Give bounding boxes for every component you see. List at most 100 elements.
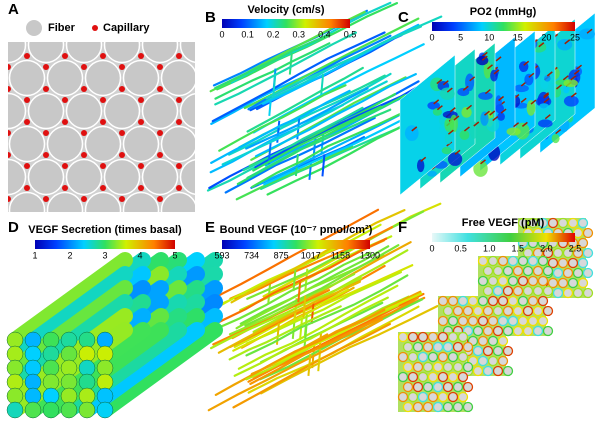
sheet-cell xyxy=(412,341,424,353)
sheet-cell xyxy=(417,371,429,383)
sheet-cell xyxy=(532,305,544,317)
capillary xyxy=(157,152,163,158)
fiber xyxy=(8,158,27,196)
sheet-cell xyxy=(462,341,474,353)
fiber xyxy=(8,42,27,64)
sheet-cell xyxy=(467,315,479,327)
sheet-cell xyxy=(397,391,409,403)
sheet-cell xyxy=(452,341,464,353)
sheet-cell xyxy=(482,365,494,377)
sheet-cell xyxy=(427,351,439,363)
sheet-cell xyxy=(447,331,459,343)
sheet-cell xyxy=(422,381,434,393)
sheet-cell xyxy=(562,267,574,279)
capillary xyxy=(119,64,125,70)
colorbar xyxy=(222,240,370,249)
capillary xyxy=(119,196,125,202)
capillary xyxy=(100,53,106,59)
slice-spot xyxy=(459,130,470,140)
slice-capillary xyxy=(520,97,527,103)
capillary xyxy=(24,119,30,125)
vessel-branch xyxy=(288,52,293,75)
sheet-cell xyxy=(507,255,519,267)
sheet-cell xyxy=(442,381,454,393)
colorbar-tick-label: 0 xyxy=(429,243,434,253)
slice-capillary xyxy=(436,105,443,111)
slice-capillary xyxy=(586,28,593,34)
panel-letter: D xyxy=(8,219,19,236)
sheet-cell xyxy=(487,255,499,267)
colorbar-tick-label: 0.5 xyxy=(454,243,467,253)
fiber xyxy=(103,158,141,196)
fiber xyxy=(0,127,7,162)
capillary xyxy=(233,262,239,268)
capillary xyxy=(62,119,68,125)
sheet-cell xyxy=(422,361,434,373)
slice-spot xyxy=(538,103,550,110)
sheet-cell xyxy=(512,265,524,277)
capillary xyxy=(119,130,125,136)
slice-capillary xyxy=(530,99,537,105)
capillary xyxy=(157,64,163,70)
capillary xyxy=(252,119,258,125)
sheet-cell xyxy=(522,325,534,337)
colorbar-tick-label: 5 xyxy=(172,250,177,260)
slice-capillary xyxy=(453,115,460,121)
sheet-cell xyxy=(437,391,449,403)
sheet-cell xyxy=(532,265,544,277)
rod-end xyxy=(42,401,60,419)
rod-end xyxy=(42,331,60,349)
vessel-branch xyxy=(304,268,309,291)
vessel xyxy=(252,43,425,134)
rod-end xyxy=(6,387,24,405)
slice-spot xyxy=(579,28,595,40)
vessel xyxy=(210,277,363,350)
fiber xyxy=(65,42,103,64)
sheet-cell xyxy=(477,295,489,307)
capillary xyxy=(81,196,87,202)
sheet-cell xyxy=(487,295,499,307)
panel-letter: B xyxy=(205,9,216,26)
colorbar-tick-label: 593 xyxy=(214,250,229,260)
sheet-cell xyxy=(547,277,559,289)
slice-spot xyxy=(497,112,505,121)
fiber xyxy=(0,193,7,228)
sheet-cell xyxy=(432,361,444,373)
fiber xyxy=(84,191,122,212)
colorbar-title: Bound VEGF (10⁻⁷ pmol/cm²) xyxy=(220,224,373,236)
sheet-cell xyxy=(452,381,464,393)
colorbar-title: PO2 (mmHg) xyxy=(470,6,537,18)
colorbar-tick-label: 20 xyxy=(541,32,551,42)
fiber xyxy=(160,125,195,163)
sheet-cell xyxy=(447,295,459,307)
po2-slice xyxy=(399,54,460,196)
sheet-cell xyxy=(537,217,549,229)
colorbar xyxy=(222,19,350,28)
slice-capillary xyxy=(523,60,530,66)
sheet-cell xyxy=(457,315,469,327)
slice-spot xyxy=(441,146,452,155)
capillary xyxy=(100,97,106,103)
sheet-cell xyxy=(477,255,489,267)
capillary xyxy=(62,53,68,59)
sheet-cell xyxy=(567,217,579,229)
sheet-cell xyxy=(497,295,509,307)
sheet-cell xyxy=(562,247,574,259)
fiber xyxy=(65,158,103,196)
colorbar-title: VEGF Secretion (times basal) xyxy=(28,224,182,236)
sheet-cell xyxy=(492,325,504,337)
sheet-cell xyxy=(477,355,489,367)
sheet-cell xyxy=(552,267,564,279)
vessel-branch xyxy=(302,295,307,318)
slice-capillary xyxy=(555,129,562,135)
legend-label: Capillary xyxy=(103,22,150,34)
colorbar-tick-label: 3 xyxy=(102,250,107,260)
sheet-cell xyxy=(472,365,484,377)
sheet-cell xyxy=(517,255,529,267)
slice-spot xyxy=(515,122,530,140)
slice-capillary xyxy=(447,129,454,135)
sheet-cell xyxy=(407,371,419,383)
vessel-branch xyxy=(303,325,308,348)
vessel xyxy=(214,32,332,90)
sheet-cell xyxy=(572,247,584,259)
